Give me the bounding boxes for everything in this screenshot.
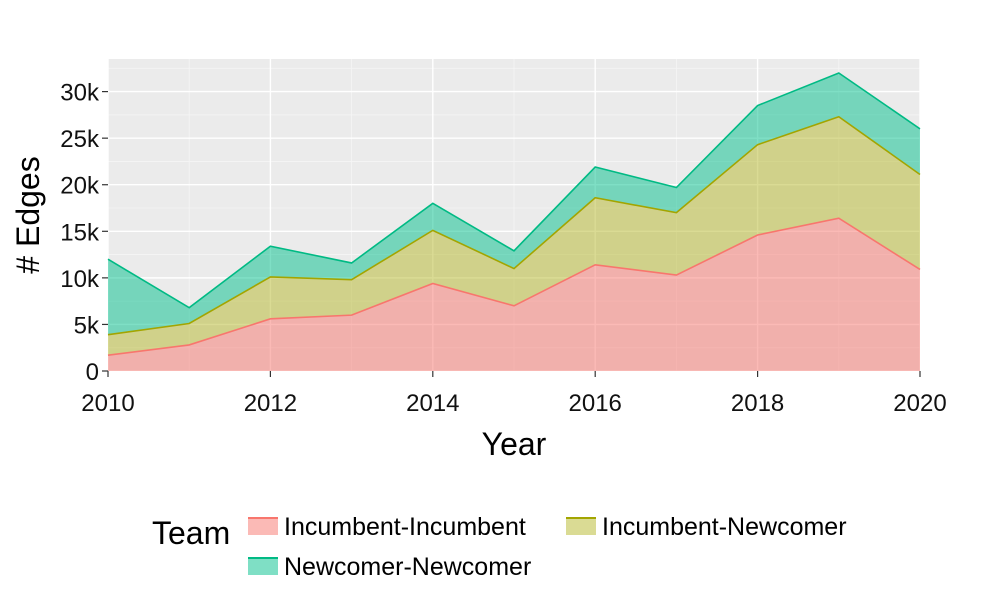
area-incumbent-incumbent: [108, 218, 920, 371]
area-newcomer-newcomer: [108, 72, 920, 335]
legend-swatch: [248, 558, 278, 575]
y-tick-label: 15k: [60, 219, 100, 246]
legend-label: Incumbent-Newcomer: [602, 513, 847, 541]
x-axis: 2010 2012 2014 2016 2018 2020: [81, 371, 947, 417]
x-tick-label: 2020: [893, 390, 946, 417]
legend: Team Incumbent-Incumbent Incumbent-Newcom…: [152, 513, 847, 581]
x-tick-label: 2014: [406, 390, 459, 417]
y-tick-label: 25k: [60, 126, 100, 153]
legend-swatch: [248, 518, 278, 535]
series-outlines: [107, 72, 921, 356]
y-tick-label: 10k: [60, 266, 100, 293]
legend-title: Team: [152, 515, 230, 551]
line-incumbent-newcomer: [107, 115, 921, 336]
x-tick-label: 2018: [731, 390, 784, 417]
legend-item-incumbent-newcomer: Incumbent-Newcomer: [566, 513, 847, 541]
line-newcomer-newcomer: [107, 72, 921, 309]
x-tick-label: 2016: [569, 390, 622, 417]
x-tick-label: 2012: [244, 390, 297, 417]
legend-label: Newcomer-Newcomer: [284, 553, 531, 581]
x-axis-title: Year: [482, 426, 547, 462]
y-tick-label: 5k: [74, 312, 100, 339]
area-incumbent-newcomer: [108, 116, 920, 356]
y-tick-label: 20k: [60, 173, 100, 200]
y-tick-label: 0: [86, 359, 99, 386]
legend-label: Incumbent-Incumbent: [284, 513, 526, 541]
y-axis-title: # Edges: [10, 156, 46, 273]
legend-swatch: [566, 518, 596, 535]
y-tick-label: 30k: [60, 80, 100, 107]
legend-item-newcomer-newcomer: Newcomer-Newcomer: [248, 553, 531, 581]
y-axis: 0 5k 10k 15k 20k 25k 30k: [60, 80, 108, 386]
line-incumbent-incumbent: [107, 217, 921, 356]
area-layers: [108, 72, 920, 371]
legend-item-incumbent-incumbent: Incumbent-Incumbent: [248, 513, 526, 541]
x-tick-label: 2010: [81, 390, 134, 417]
